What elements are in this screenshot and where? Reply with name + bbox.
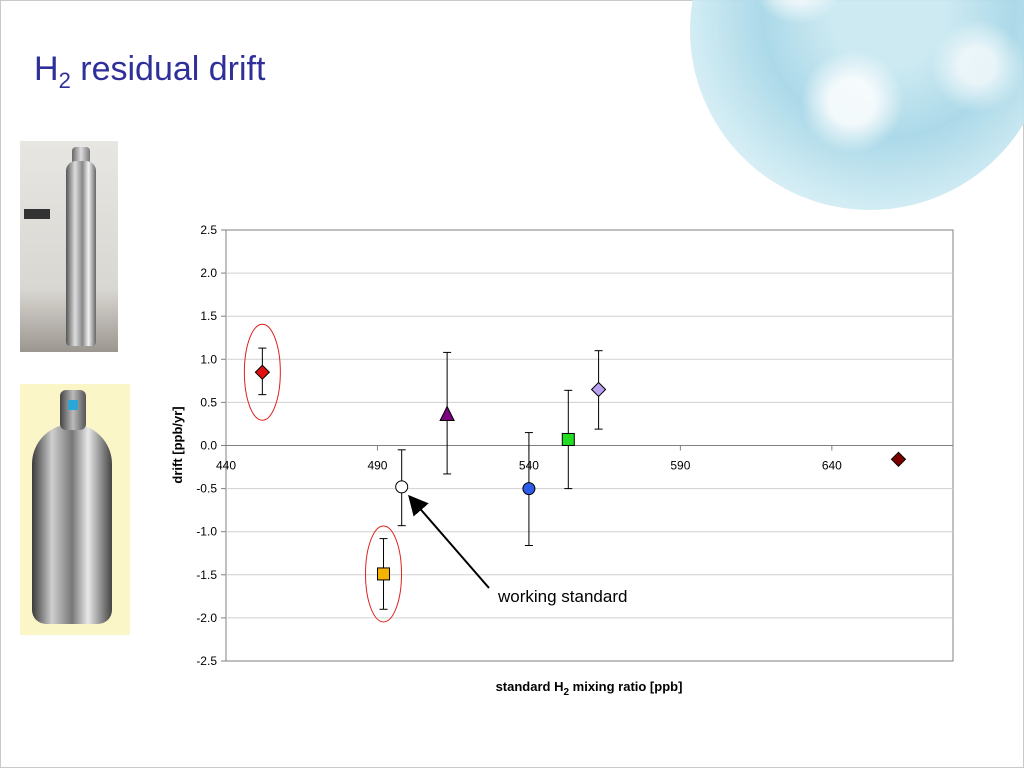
x-tick-label: 640 [822, 459, 842, 473]
data-points [254, 364, 907, 581]
y-tick-label: -1.0 [196, 525, 217, 539]
y-tick-label: -1.5 [196, 568, 217, 582]
x-axis-title-subscript: 2 [563, 687, 569, 698]
x-axis-title: standard H2 mixing ratio [ppb] [496, 679, 683, 698]
y-tick-labels: 2.5 2.0 1.5 1.0 0.5 0.0 -0.5 -1.0 -1.5 -2.0 -2.5 [196, 223, 217, 668]
title-subscript: 2 [58, 67, 71, 93]
annotation-label: working standard [497, 587, 627, 606]
title-rest: residual drift [70, 50, 266, 88]
x-tick-label: 440 [216, 459, 236, 473]
annotation-arrow [408, 494, 490, 589]
x-tick-label: 590 [670, 459, 690, 473]
y-axis-title: drift [ppb/yr] [170, 406, 185, 483]
cylinder-body [66, 161, 96, 346]
data-point-triangle [439, 405, 455, 421]
data-point-square [377, 567, 391, 581]
y-tick-label: 1.0 [200, 352, 217, 366]
highlight-ellipses [243, 323, 403, 623]
data-point-circle [395, 480, 409, 494]
x-axis-title-rest: mixing ratio [ppb] [569, 679, 682, 694]
y-tick-label: -0.5 [196, 482, 217, 496]
cylinder-body [32, 424, 112, 624]
highlight-ellipse [243, 323, 281, 421]
y-tick-label: 0.0 [200, 439, 217, 453]
x-tick-label: 490 [367, 459, 387, 473]
slide-title: H2 residual drift [34, 50, 265, 94]
data-point-circle [522, 482, 536, 496]
y-tick-label: 1.5 [200, 309, 217, 323]
x-axis-title-main: standard H [496, 679, 564, 694]
wall-rack [24, 209, 50, 219]
y-tick-label: 0.5 [200, 395, 217, 409]
gridlines [221, 229, 953, 662]
cylinder-tag [68, 400, 78, 410]
title-main: H [34, 50, 59, 88]
cylinder-cap [72, 147, 90, 165]
cylinder-valve [60, 390, 86, 430]
tall-gas-cylinder-photo [20, 141, 118, 352]
data-point-diamond [254, 364, 271, 380]
y-tick-label: 2.0 [200, 266, 217, 280]
spherical-gas-cylinder-photo [20, 384, 130, 635]
data-point-square [561, 432, 575, 446]
y-tick-label: -2.5 [196, 654, 217, 668]
data-point-diamond [890, 451, 907, 467]
data-point-diamond [590, 381, 607, 398]
y-tick-label: 2.5 [200, 223, 217, 237]
y-tick-label: -2.0 [196, 611, 217, 625]
highlight-ellipse [365, 525, 403, 623]
